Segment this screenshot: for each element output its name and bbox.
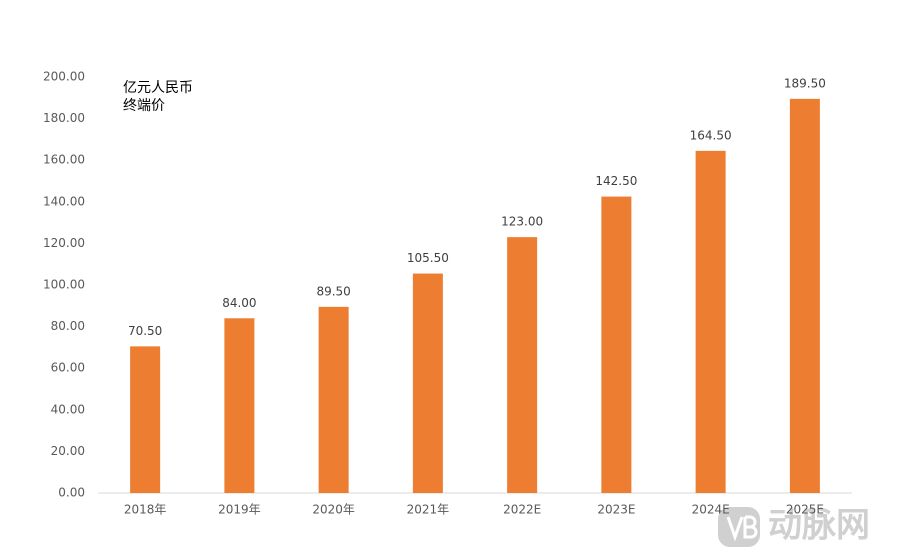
y-tick-label: 180.00 xyxy=(43,111,85,125)
bar xyxy=(507,237,538,493)
x-tick-label: 2025E xyxy=(786,503,824,517)
bar xyxy=(601,196,632,493)
y-tick-label: 100.00 xyxy=(43,278,85,292)
y-tick-label: 0.00 xyxy=(58,486,85,500)
y-tick-label: 20.00 xyxy=(51,444,85,458)
y-tick-label: 60.00 xyxy=(51,361,85,375)
x-tick-label: 2019年 xyxy=(218,503,261,517)
x-tick-label: 2018年 xyxy=(124,503,167,517)
value-label: 105.50 xyxy=(407,251,449,265)
value-label: 164.50 xyxy=(690,128,732,142)
bar xyxy=(318,306,349,493)
bar xyxy=(130,346,161,493)
x-tick-label: 2022E xyxy=(503,503,541,517)
x-tick-label: 2023E xyxy=(597,503,635,517)
watermark: 动脉网 xyxy=(768,506,870,546)
watermark-logo xyxy=(718,507,760,547)
y-tick-label: 140.00 xyxy=(43,194,85,208)
bar xyxy=(412,273,443,493)
value-label: 84.00 xyxy=(222,296,256,310)
value-label: 142.50 xyxy=(595,174,637,188)
x-tick-label: 2024E xyxy=(692,503,730,517)
bar xyxy=(789,98,820,493)
y-tick-label: 200.00 xyxy=(43,70,85,84)
value-label: 189.50 xyxy=(784,76,826,90)
bar xyxy=(224,318,255,493)
annotation: 终端价 xyxy=(123,98,165,114)
annotation: 亿元人民币 xyxy=(123,80,193,96)
y-tick-label: 160.00 xyxy=(43,153,85,167)
bar xyxy=(695,150,726,493)
y-tick-label: 120.00 xyxy=(43,236,85,250)
value-label: 70.50 xyxy=(128,324,162,338)
value-label: 89.50 xyxy=(316,284,350,298)
value-label: 123.00 xyxy=(501,215,543,229)
y-tick-label: 40.00 xyxy=(51,402,85,416)
x-tick-label: 2020年 xyxy=(312,503,355,517)
logo-glyph xyxy=(726,515,758,542)
y-tick-label: 80.00 xyxy=(51,319,85,333)
x-tick-label: 2021年 xyxy=(407,503,450,517)
